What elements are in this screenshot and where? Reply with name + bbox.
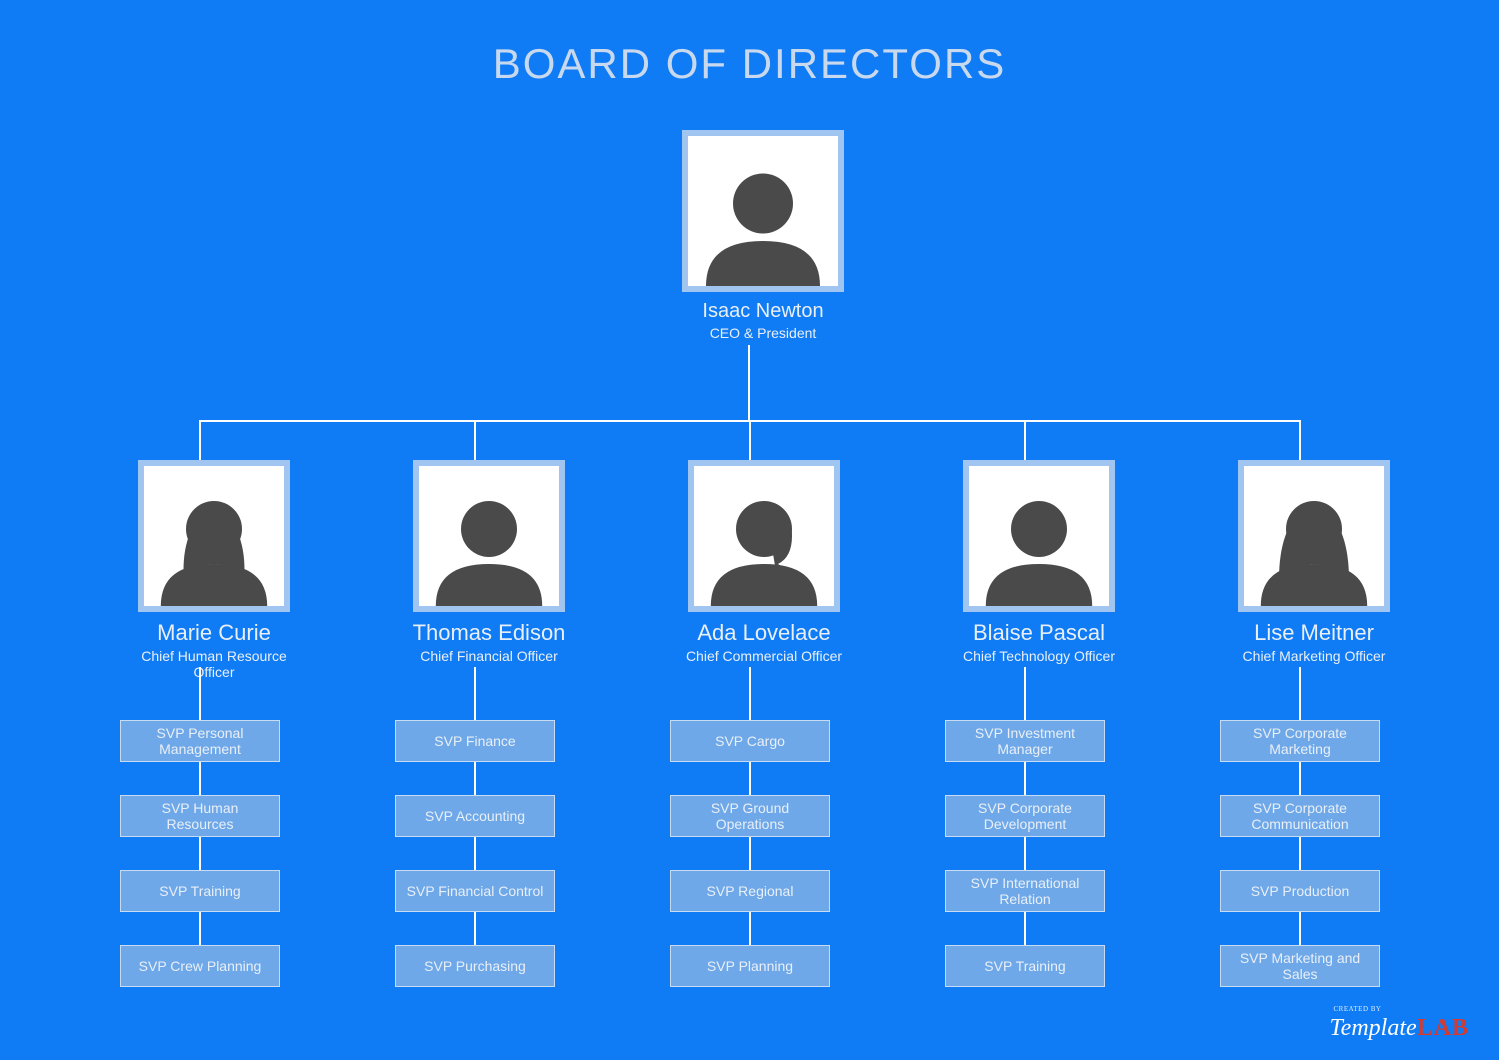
person-name: Isaac Newton [702, 300, 823, 323]
person-name: Ada Lovelace [697, 620, 830, 646]
portrait-frame [1238, 460, 1390, 612]
sub-unit-box: SVP Accounting [395, 795, 555, 837]
connector-line [749, 912, 751, 945]
director-node: Marie CurieChief Human Resource Officer [124, 460, 304, 680]
silhouette-icon [144, 466, 284, 606]
person-name: Marie Curie [157, 620, 271, 646]
connector-line [1299, 912, 1301, 945]
connector-line [1024, 912, 1026, 945]
portrait-frame [413, 460, 565, 612]
connector-line [199, 667, 201, 720]
sub-unit-box: SVP Personal Management [120, 720, 280, 762]
connector-line [1024, 837, 1026, 870]
sub-unit-box: SVP Corporate Communication [1220, 795, 1380, 837]
sub-unit-box: SVP Investment Manager [945, 720, 1105, 762]
person-role: Chief Human Resource Officer [124, 648, 304, 680]
sub-unit-box: SVP Human Resources [120, 795, 280, 837]
portrait-frame [688, 460, 840, 612]
connector-line [474, 420, 476, 460]
sub-unit-box: SVP Training [120, 870, 280, 912]
connector-line [199, 420, 201, 460]
director-node: Blaise Pascal Chief Technology Officer [949, 460, 1129, 664]
sub-unit-box: SVP Cargo [670, 720, 830, 762]
sub-unit-box: SVP Financial Control [395, 870, 555, 912]
connector-line [199, 912, 201, 945]
director-node: Thomas Edison Chief Financial Officer [399, 460, 579, 664]
silhouette-icon [969, 466, 1109, 606]
connector-line [1024, 420, 1026, 460]
org-chart-canvas: BOARD OF DIRECTORS CREATED BY TemplateLA… [0, 0, 1499, 1060]
connector-line [199, 837, 201, 870]
director-node: Lise Meitner Chief Marketing Officer [1224, 460, 1404, 664]
sub-unit-box: SVP Training [945, 945, 1105, 987]
watermark: CREATED BY TemplateLAB [1330, 1015, 1469, 1042]
person-role: Chief Technology Officer [963, 648, 1115, 664]
portrait-frame [682, 130, 844, 292]
sub-unit-box: SVP International Relation [945, 870, 1105, 912]
silhouette-icon [419, 466, 559, 606]
person-name: Blaise Pascal [973, 620, 1105, 646]
connector-line [1299, 420, 1301, 460]
silhouette-icon [694, 466, 834, 606]
sub-unit-box: SVP Production [1220, 870, 1380, 912]
connector-line [1024, 667, 1026, 720]
sub-unit-box: SVP Regional [670, 870, 830, 912]
connector-line [474, 912, 476, 945]
sub-unit-box: SVP Purchasing [395, 945, 555, 987]
sub-unit-box: SVP Corporate Marketing [1220, 720, 1380, 762]
connector-line [199, 762, 201, 795]
sub-unit-box: SVP Finance [395, 720, 555, 762]
sub-unit-box: SVP Ground Operations [670, 795, 830, 837]
ceo-node: Isaac Newton CEO & President [668, 130, 858, 341]
person-role: Chief Marketing Officer [1243, 648, 1386, 664]
connector-line [1024, 762, 1026, 795]
connector-line [749, 420, 751, 460]
director-node: Ada Lovelace Chief Commercial Officer [674, 460, 854, 664]
connector-line [1299, 837, 1301, 870]
sub-unit-box: SVP Marketing and Sales [1220, 945, 1380, 987]
connector-line [1299, 762, 1301, 795]
person-role: Chief Commercial Officer [686, 648, 842, 664]
silhouette-icon [688, 136, 838, 286]
connector-line [474, 667, 476, 720]
connector-line [749, 667, 751, 720]
portrait-frame [963, 460, 1115, 612]
chart-title: BOARD OF DIRECTORS [0, 40, 1499, 88]
person-role: CEO & President [710, 325, 817, 341]
connector-line [474, 762, 476, 795]
connector-line [749, 837, 751, 870]
connector-line [748, 345, 750, 420]
portrait-frame [138, 460, 290, 612]
connector-line [749, 762, 751, 795]
person-role: Chief Financial Officer [420, 648, 557, 664]
silhouette-icon [1244, 466, 1384, 606]
person-name: Thomas Edison [413, 620, 566, 646]
person-name: Lise Meitner [1254, 620, 1374, 646]
sub-unit-box: SVP Crew Planning [120, 945, 280, 987]
connector-line [474, 837, 476, 870]
connector-line [1299, 667, 1301, 720]
sub-unit-box: SVP Planning [670, 945, 830, 987]
sub-unit-box: SVP Corporate Development [945, 795, 1105, 837]
